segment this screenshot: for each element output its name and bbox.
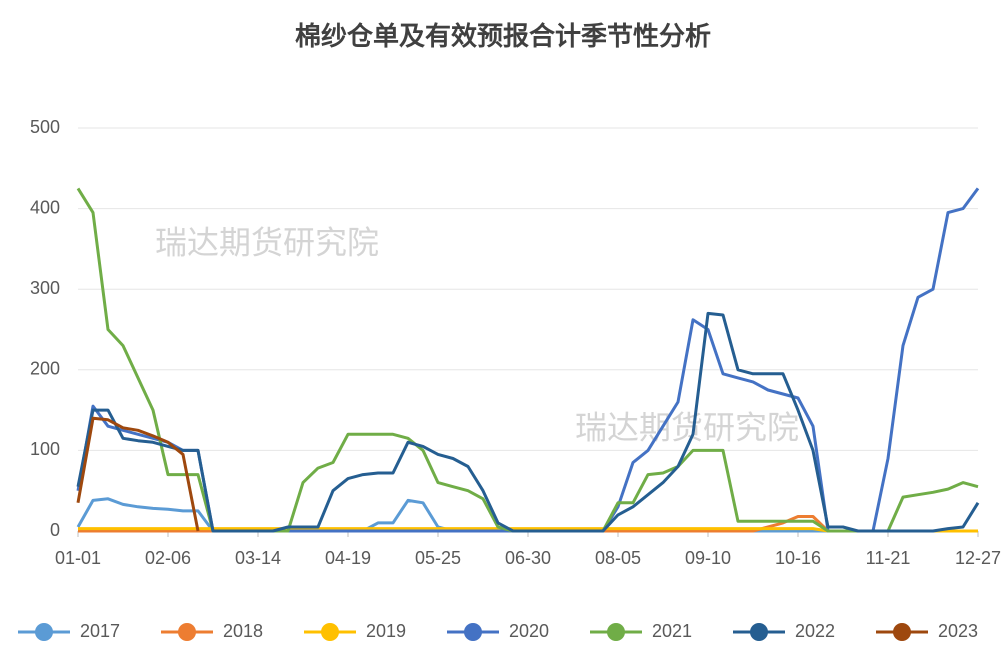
y-tick-label: 100 xyxy=(30,439,60,459)
x-tick-label: 04-19 xyxy=(325,548,371,568)
x-tick-label: 09-10 xyxy=(685,548,731,568)
watermark: 瑞达期货研究院 xyxy=(575,409,799,445)
legend-marker xyxy=(464,623,482,641)
x-tick-label: 02-06 xyxy=(145,548,191,568)
y-tick-label: 500 xyxy=(30,117,60,137)
y-tick-label: 200 xyxy=(30,359,60,379)
legend-marker xyxy=(35,623,53,641)
watermark: 瑞达期货研究院 xyxy=(155,224,379,260)
legend-marker xyxy=(893,623,911,641)
legend-marker xyxy=(607,623,625,641)
series-line xyxy=(76,416,200,532)
legend-label: 2018 xyxy=(223,621,263,641)
x-tick-label: 06-30 xyxy=(505,548,551,568)
y-tick-label: 400 xyxy=(30,197,60,217)
y-tick-label: 300 xyxy=(30,278,60,298)
legend-marker xyxy=(750,623,768,641)
x-tick-label: 11-21 xyxy=(866,548,911,568)
x-tick-label: 08-05 xyxy=(595,548,641,568)
legend-marker xyxy=(178,623,196,641)
x-tick-label: 05-25 xyxy=(415,548,461,568)
x-tick-label: 10-16 xyxy=(775,548,821,568)
legend-label: 2021 xyxy=(652,621,692,641)
y-tick-label: 0 xyxy=(50,520,60,540)
x-tick-label: 01-01 xyxy=(55,548,101,568)
x-tick-label: 03-14 xyxy=(235,548,281,568)
chart-title: 棉纱仓单及有效预报合计季节性分析 xyxy=(295,21,711,51)
legend-marker xyxy=(321,623,339,641)
legend-label: 2022 xyxy=(795,621,835,641)
legend-label: 2020 xyxy=(509,621,549,641)
legend-label: 2023 xyxy=(938,621,978,641)
legend-label: 2019 xyxy=(366,621,406,641)
x-tick-label: 12-27 xyxy=(955,548,1001,568)
series-line xyxy=(76,311,980,533)
legend-label: 2017 xyxy=(80,621,120,641)
